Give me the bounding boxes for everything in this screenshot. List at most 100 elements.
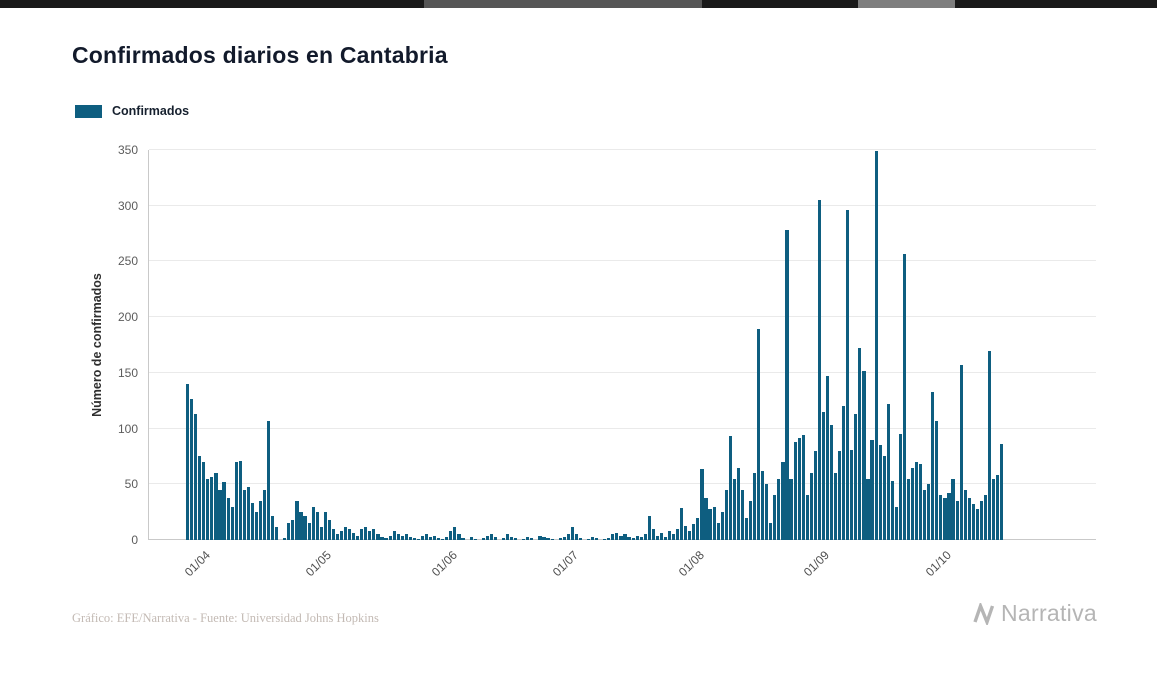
bar[interactable]: [190, 398, 194, 540]
bar[interactable]: [935, 420, 939, 540]
bar[interactable]: [339, 531, 344, 540]
bar[interactable]: [623, 534, 627, 540]
bar[interactable]: [356, 535, 360, 540]
bar[interactable]: [514, 537, 518, 540]
bar[interactable]: [522, 538, 526, 540]
bar[interactable]: [372, 528, 376, 540]
bar[interactable]: [939, 495, 943, 540]
bar[interactable]: [246, 486, 250, 540]
bar[interactable]: [352, 533, 356, 540]
bar[interactable]: [271, 515, 275, 540]
bar[interactable]: [226, 497, 230, 540]
bar[interactable]: [983, 495, 988, 540]
bar[interactable]: [963, 489, 967, 540]
bar[interactable]: [473, 538, 477, 540]
bar[interactable]: [295, 501, 299, 540]
bar[interactable]: [299, 512, 303, 540]
bar[interactable]: [858, 348, 862, 540]
bar[interactable]: [392, 531, 396, 540]
bar[interactable]: [931, 391, 935, 540]
bar[interactable]: [987, 350, 992, 540]
bar[interactable]: [667, 531, 672, 540]
bar[interactable]: [915, 462, 919, 540]
bar[interactable]: [481, 537, 485, 540]
bar[interactable]: [542, 536, 546, 540]
bar[interactable]: [708, 508, 712, 540]
bar[interactable]: [874, 151, 878, 540]
bar[interactable]: [655, 535, 659, 540]
bar[interactable]: [364, 526, 368, 540]
bar[interactable]: [854, 414, 858, 540]
bar[interactable]: [489, 534, 493, 540]
bar[interactable]: [566, 534, 570, 540]
bar[interactable]: [615, 533, 619, 540]
bar[interactable]: [996, 475, 1000, 540]
bar[interactable]: [234, 462, 238, 540]
bar[interactable]: [850, 449, 854, 540]
bar[interactable]: [202, 462, 206, 540]
bar[interactable]: [267, 420, 271, 540]
bar[interactable]: [862, 370, 866, 540]
bar[interactable]: [441, 538, 445, 540]
bar[interactable]: [797, 437, 801, 540]
bar[interactable]: [773, 495, 777, 540]
bar[interactable]: [457, 534, 461, 540]
bar[interactable]: [348, 528, 352, 540]
bar[interactable]: [724, 489, 728, 540]
bar[interactable]: [866, 478, 870, 540]
bar[interactable]: [959, 365, 963, 540]
bar[interactable]: [748, 501, 753, 540]
bar[interactable]: [898, 434, 902, 540]
bar[interactable]: [380, 536, 384, 540]
bar[interactable]: [429, 536, 433, 540]
bar[interactable]: [538, 535, 542, 540]
bar[interactable]: [242, 489, 246, 540]
bar[interactable]: [744, 517, 749, 540]
bar[interactable]: [882, 456, 886, 540]
bar[interactable]: [720, 512, 724, 540]
bar[interactable]: [546, 537, 550, 540]
bar[interactable]: [238, 460, 242, 540]
bar[interactable]: [591, 536, 595, 540]
bar[interactable]: [250, 503, 254, 540]
bar[interactable]: [846, 210, 850, 540]
bar[interactable]: [343, 526, 348, 540]
bar[interactable]: [307, 523, 311, 540]
bar[interactable]: [501, 537, 506, 540]
bar[interactable]: [258, 501, 263, 540]
bar[interactable]: [700, 468, 704, 540]
bar[interactable]: [619, 535, 623, 540]
bar[interactable]: [910, 467, 915, 540]
bar[interactable]: [894, 506, 898, 540]
bar[interactable]: [1000, 444, 1004, 540]
bar[interactable]: [781, 462, 785, 540]
bar[interactable]: [186, 384, 190, 540]
bar[interactable]: [805, 495, 809, 540]
bar[interactable]: [198, 456, 202, 540]
bar[interactable]: [793, 441, 797, 540]
bar[interactable]: [761, 470, 765, 540]
bar[interactable]: [902, 253, 907, 540]
bar[interactable]: [578, 537, 583, 540]
bar[interactable]: [412, 537, 416, 540]
bar[interactable]: [586, 538, 591, 540]
bar[interactable]: [842, 406, 846, 540]
bar[interactable]: [676, 528, 680, 540]
bar[interactable]: [971, 504, 975, 540]
bar[interactable]: [291, 519, 295, 540]
bar[interactable]: [631, 537, 635, 540]
bar[interactable]: [283, 537, 287, 540]
bar[interactable]: [955, 501, 959, 540]
bar[interactable]: [696, 517, 700, 540]
bar[interactable]: [809, 473, 813, 540]
bar[interactable]: [368, 531, 372, 540]
bar[interactable]: [740, 489, 745, 540]
bar[interactable]: [396, 534, 400, 540]
bar[interactable]: [951, 478, 955, 540]
bar[interactable]: [360, 528, 364, 540]
bar[interactable]: [510, 536, 514, 540]
bar[interactable]: [323, 512, 327, 540]
bar[interactable]: [607, 537, 611, 540]
bar[interactable]: [420, 535, 425, 540]
bar[interactable]: [315, 512, 319, 540]
